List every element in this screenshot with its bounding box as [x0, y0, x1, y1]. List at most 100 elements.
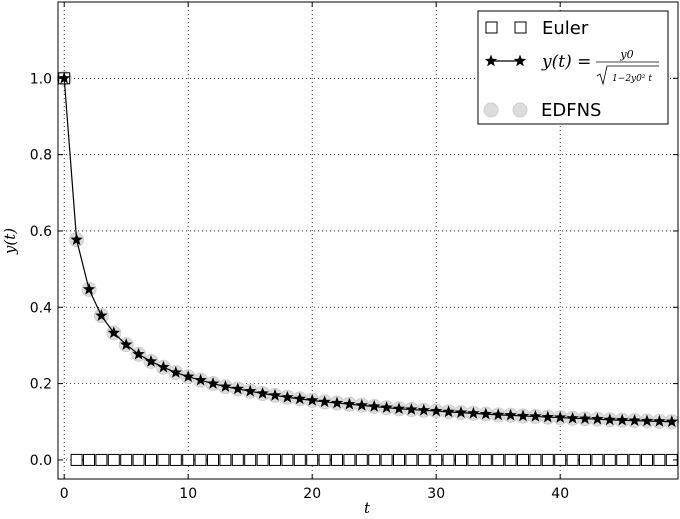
legend-exact-numerator: y0	[619, 48, 633, 61]
euler-point	[318, 453, 331, 466]
euler-point	[616, 453, 629, 466]
exact-solution-point	[554, 411, 567, 423]
exact-solution-point	[281, 390, 294, 403]
exact-solution-point	[603, 413, 616, 426]
euler-point	[269, 453, 281, 466]
euler-point	[194, 453, 207, 466]
exact-solution-point	[330, 396, 344, 409]
euler-point	[120, 453, 133, 466]
exact-solution-point	[169, 366, 182, 378]
exact-solution-point	[268, 388, 282, 401]
euler-point	[306, 453, 319, 466]
exact-solution-point	[392, 402, 406, 415]
euler-point	[207, 453, 219, 466]
x-tick-label: 10	[179, 486, 197, 502]
exact-solution-point	[442, 405, 455, 418]
exact-solution-point	[380, 401, 393, 413]
exact-solution-point	[665, 415, 678, 428]
euler-point	[430, 453, 443, 466]
exact-solution-point	[157, 360, 170, 373]
euler-point	[455, 453, 467, 466]
euler-point	[231, 453, 244, 466]
euler-point	[517, 453, 529, 466]
exact-solution-point	[256, 387, 269, 399]
exact-solution-point	[343, 397, 356, 410]
euler-point	[132, 453, 145, 466]
euler-point	[83, 453, 95, 466]
exact-solution-point	[454, 406, 468, 418]
axis-ticks: 0 10 20 30 40 0.0 0.2 0.4 0.6 0.8 1.0	[30, 2, 678, 502]
euler-point	[641, 453, 653, 466]
exact-solution-point	[467, 406, 480, 419]
exact-solution-point	[616, 413, 629, 426]
exact-solution-point	[107, 326, 120, 339]
legend-edfns-marker-1	[483, 102, 499, 118]
x-tick-label: 20	[303, 486, 321, 502]
exact-solution-point	[640, 414, 654, 427]
exact-solution-point	[231, 382, 244, 395]
euler-point	[579, 453, 591, 466]
euler-point	[566, 453, 579, 466]
euler-point	[293, 453, 306, 466]
exact-solution-point	[417, 403, 430, 416]
euler-point	[244, 453, 257, 466]
legend-euler-marker-2	[514, 21, 527, 34]
legend-euler-marker-1	[485, 21, 498, 34]
euler-point	[281, 453, 294, 466]
euler-point	[355, 453, 368, 466]
euler-point	[554, 453, 567, 466]
legend-box	[477, 10, 669, 125]
euler-point	[70, 453, 83, 466]
euler-point	[157, 453, 170, 466]
euler-point	[145, 453, 157, 466]
y-tick-label: 0.2	[30, 377, 52, 393]
y-tick-label: 0.0	[30, 453, 52, 469]
euler-point	[653, 453, 666, 466]
exact-solution-point	[578, 412, 592, 424]
exact-solution-point	[95, 309, 108, 321]
exact-solution-point	[653, 414, 666, 427]
euler-point	[343, 453, 356, 466]
exact-solution-point	[219, 380, 232, 392]
x-axis-label: t	[364, 499, 371, 517]
legend-exact-lhs: y(t) =	[541, 52, 591, 72]
euler-point	[591, 453, 604, 466]
euler-point	[504, 453, 517, 466]
exact-solution-point	[194, 373, 207, 386]
exact-solution-point	[628, 414, 641, 426]
exact-solution-point	[368, 400, 381, 412]
legend-item-exact: y(t) = y0 1−2y0² t	[484, 48, 659, 86]
euler-point	[393, 453, 405, 466]
exact-solution-point	[306, 393, 319, 406]
y-tick-label: 0.6	[30, 224, 52, 240]
exact-solution-point	[144, 354, 158, 367]
euler-point	[331, 453, 343, 466]
exact-solution-point	[132, 347, 145, 360]
euler-point	[256, 453, 269, 466]
legend-item-euler: Euler	[485, 18, 589, 39]
euler-point	[479, 453, 492, 466]
legend-exact-sqrt-sign	[596, 65, 659, 86]
exact-solution-point	[566, 411, 579, 424]
exact-solution-point	[82, 282, 96, 295]
euler-point	[442, 453, 455, 466]
exact-solution-point	[355, 398, 368, 411]
exact-solution-point	[479, 407, 492, 420]
series-layer	[56, 70, 680, 466]
y-tick-label: 0.8	[30, 148, 52, 164]
euler-point	[169, 453, 182, 466]
euler-point	[368, 453, 381, 466]
legend-item-edfns: EDFNS	[483, 100, 601, 121]
exact-solution-point	[405, 403, 418, 415]
exact-solution-point	[492, 408, 505, 421]
exact-solution-line	[63, 78, 672, 423]
exact-solution-point	[58, 71, 71, 84]
x-tick-label: 40	[551, 486, 569, 502]
euler-point	[529, 453, 542, 466]
euler-point	[541, 453, 554, 466]
exact-solution-point	[293, 392, 306, 405]
exact-solution-point	[244, 384, 257, 397]
exact-solution-point	[529, 409, 542, 422]
exact-solution-point	[70, 233, 83, 245]
